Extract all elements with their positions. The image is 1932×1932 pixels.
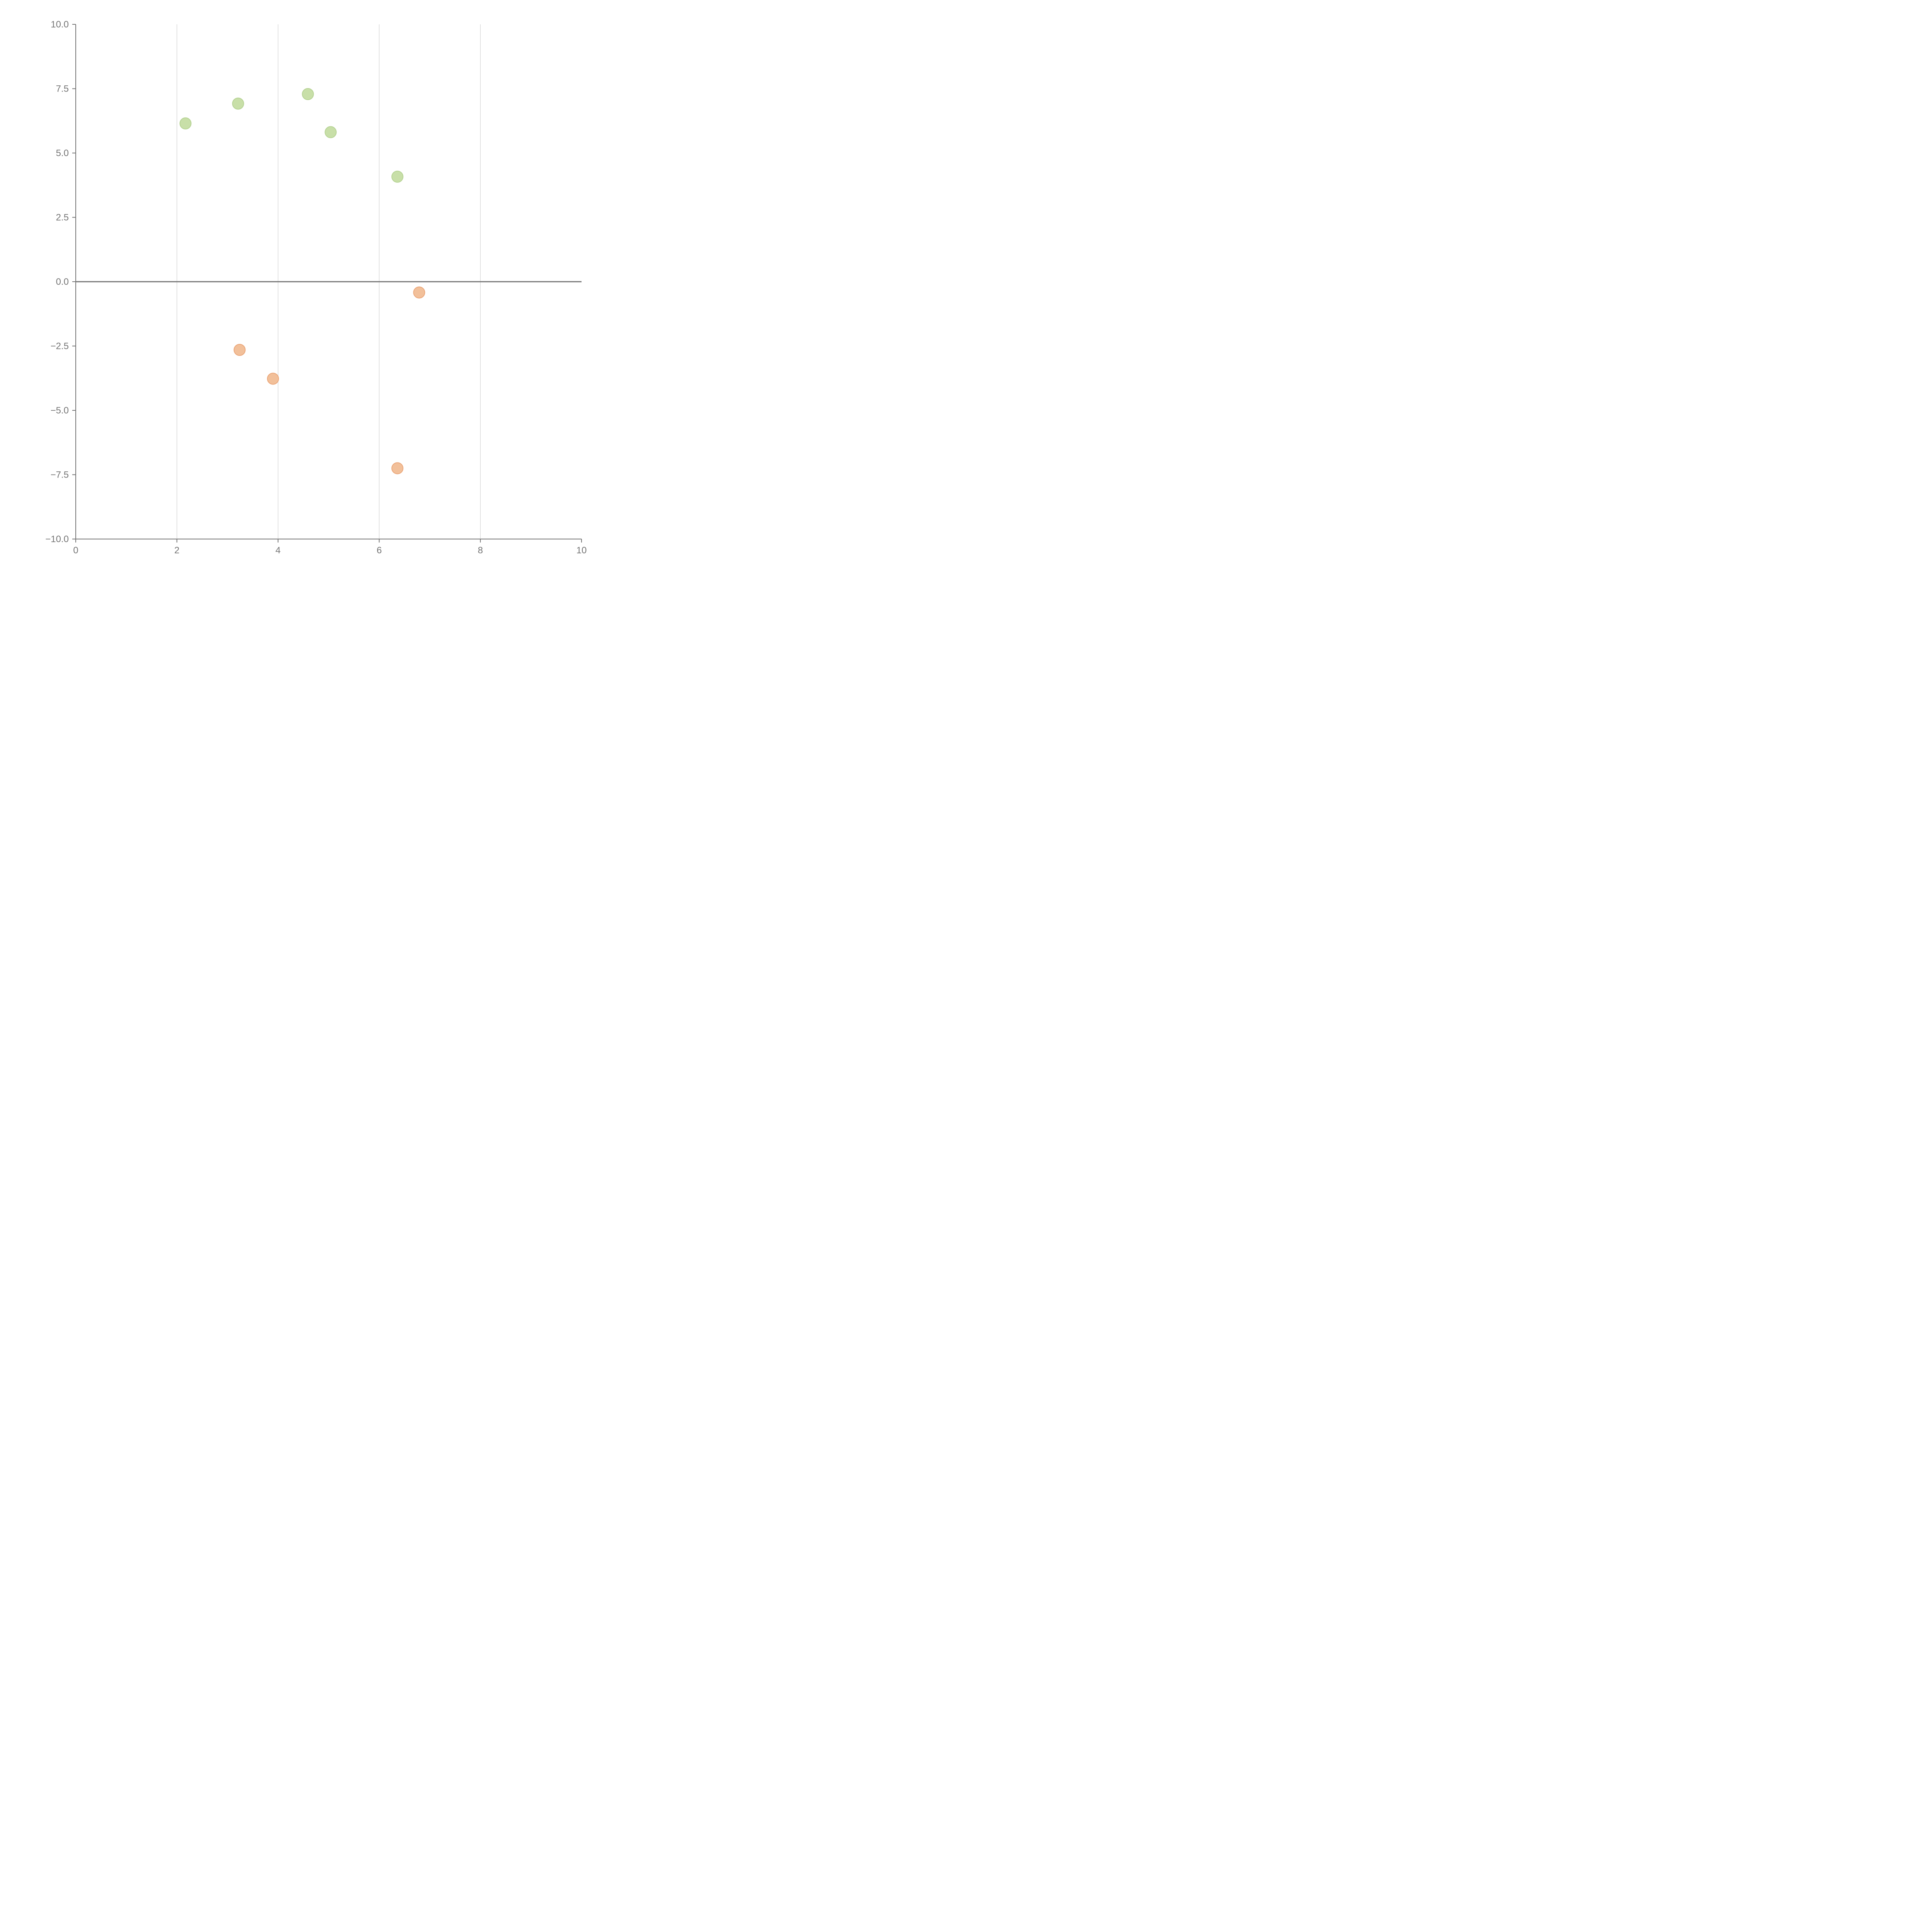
y-tick-label: −2.5	[51, 341, 69, 352]
y-tick-label: 5.0	[56, 148, 69, 158]
scatter-point-series-1-0	[413, 286, 425, 299]
y-tick-label: 2.5	[56, 213, 69, 223]
y-tick-label: 0.0	[56, 277, 69, 287]
scatter-point-series-0-0	[179, 117, 192, 129]
x-tick-label: 4	[276, 545, 281, 556]
x-tick-label: 10	[577, 545, 587, 556]
y-tick-label: −10.0	[45, 534, 69, 544]
scatter-point-series-1-2	[267, 372, 279, 385]
x-tick-label: 6	[377, 545, 382, 556]
x-tick-label: 2	[174, 545, 179, 556]
y-tick-label: 10.0	[51, 19, 69, 30]
scatter-chart: 0 2 4 6 8 10 10.0 7.5 5.0 2.5 0.0 −2.5 −5.0 −7.5 −10.0	[45, 19, 587, 556]
y-tick-label: 7.5	[56, 84, 69, 94]
scatter-point-series-0-1	[232, 97, 244, 110]
x-tick-label: 0	[73, 545, 78, 556]
scatter-point-series-0-3	[325, 126, 337, 138]
y-tick-label: −5.0	[51, 405, 69, 416]
data-points	[179, 88, 425, 474]
x-tick-label: 8	[478, 545, 483, 556]
scatter-point-series-1-1	[233, 344, 246, 356]
scatter-point-series-0-4	[391, 170, 404, 183]
y-tick-label: −7.5	[51, 470, 69, 480]
scatter-point-series-0-2	[302, 88, 314, 100]
axes: 0 2 4 6 8 10 10.0 7.5 5.0 2.5 0.0 −2.5 −5.0 −7.5 −10.0	[45, 19, 587, 556]
scatter-point-series-1-3	[391, 462, 404, 474]
